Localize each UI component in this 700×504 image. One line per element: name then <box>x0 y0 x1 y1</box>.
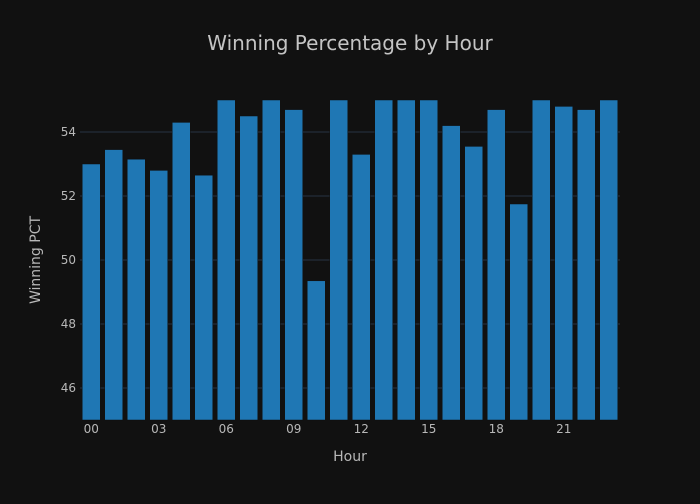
bar-hour-13[interactable] <box>374 99 393 421</box>
x-tick-label-06: 06 <box>219 422 234 436</box>
bar-hour-05[interactable] <box>194 174 213 421</box>
y-tick-label-48: 48 <box>61 317 76 331</box>
bar-hour-10[interactable] <box>307 280 326 421</box>
gridlines <box>80 131 620 389</box>
bar-hour-08[interactable] <box>262 99 281 421</box>
bar-hour-09[interactable] <box>284 109 303 421</box>
chart-title: Winning Percentage by Hour <box>207 31 493 55</box>
bar-hour-11[interactable] <box>329 99 348 421</box>
x-tick-label-12: 12 <box>354 422 369 436</box>
bar-hour-18[interactable] <box>487 109 506 421</box>
bar-hour-21[interactable] <box>554 106 573 421</box>
bar-hour-00[interactable] <box>82 163 101 421</box>
bar-hour-12[interactable] <box>352 154 371 421</box>
bar-hour-16[interactable] <box>442 125 461 421</box>
bars <box>82 99 618 421</box>
x-tick-label-21: 21 <box>556 422 571 436</box>
bar-hour-02[interactable] <box>127 158 146 421</box>
bar-hour-01[interactable] <box>104 149 123 421</box>
y-tick-label-50: 50 <box>61 253 76 267</box>
x-tick-label-03: 03 <box>151 422 166 436</box>
bar-hour-04[interactable] <box>172 122 191 421</box>
bar-hour-14[interactable] <box>397 99 416 421</box>
y-tick-label-46: 46 <box>61 381 76 395</box>
y-tick-label-52: 52 <box>61 189 76 203</box>
x-tick-label-15: 15 <box>421 422 436 436</box>
bar-hour-19[interactable] <box>509 203 528 421</box>
y-axis-title: Winning PCT <box>28 216 44 304</box>
x-tick-label-09: 09 <box>286 422 301 436</box>
x-axis-title: Hour <box>333 449 367 465</box>
bar-hour-20[interactable] <box>532 99 551 421</box>
bar-hour-17[interactable] <box>464 146 483 421</box>
bar-hour-06[interactable] <box>217 99 236 421</box>
bar-hour-22[interactable] <box>577 109 596 421</box>
bar-hour-23[interactable] <box>599 99 618 421</box>
bar-hour-07[interactable] <box>239 115 258 421</box>
bar-hour-03[interactable] <box>149 170 168 421</box>
x-tick-label-00: 00 <box>84 422 99 436</box>
bar-hour-15[interactable] <box>419 99 438 421</box>
x-tick-labels: 00 03 06 09 12 15 18 21 <box>84 422 572 436</box>
x-tick-label-18: 18 <box>489 422 504 436</box>
y-tick-label-54: 54 <box>61 125 76 139</box>
y-tick-labels: 46 48 50 52 54 <box>61 125 76 395</box>
